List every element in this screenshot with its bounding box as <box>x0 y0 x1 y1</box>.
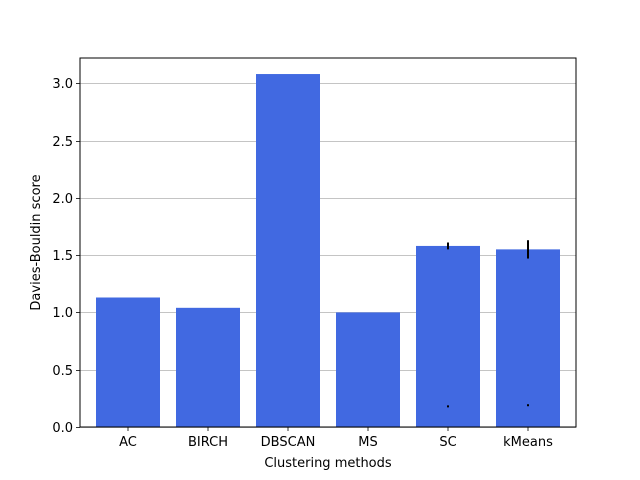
y-tick-label: 1.5 <box>52 249 73 264</box>
bar-dbscan <box>256 74 320 427</box>
y-axis-label: Davies-Bouldin score <box>29 174 44 310</box>
bars <box>96 74 560 427</box>
y-tick-label: 2.5 <box>52 135 73 150</box>
y-tick-label: 0.5 <box>52 364 73 379</box>
bar-birch <box>176 307 240 427</box>
bar-sc <box>416 245 480 427</box>
bar-ac <box>96 297 160 427</box>
y-tick-label: 2.0 <box>52 192 73 207</box>
x-tick-label: BIRCH <box>188 435 228 450</box>
y-tick-label: 0.0 <box>52 421 73 436</box>
y-axis: 0.0 0.5 1.0 1.5 2.0 2.5 3.0 <box>52 77 80 436</box>
x-tick-label: AC <box>119 435 137 450</box>
plot-frame <box>79 57 577 428</box>
bar-ms <box>336 312 400 427</box>
x-axis: AC BIRCH DBSCAN MS SC kMeans <box>119 427 553 450</box>
bar-kmeans <box>496 249 560 427</box>
x-axis-label: Clustering methods <box>264 456 392 471</box>
y-tick-label: 1.0 <box>52 306 73 321</box>
x-tick-label: DBSCAN <box>261 435 316 450</box>
x-tick-label: kMeans <box>503 435 553 450</box>
error-bars <box>447 240 529 408</box>
x-tick-label: MS <box>358 435 377 450</box>
x-tick-label: SC <box>439 435 456 450</box>
y-tick-label: 3.0 <box>52 77 73 92</box>
